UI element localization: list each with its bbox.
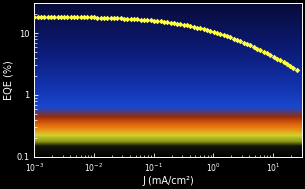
Y-axis label: EQE (%): EQE (%) [3,60,13,100]
X-axis label: J (mA/cm²): J (mA/cm²) [142,176,194,186]
